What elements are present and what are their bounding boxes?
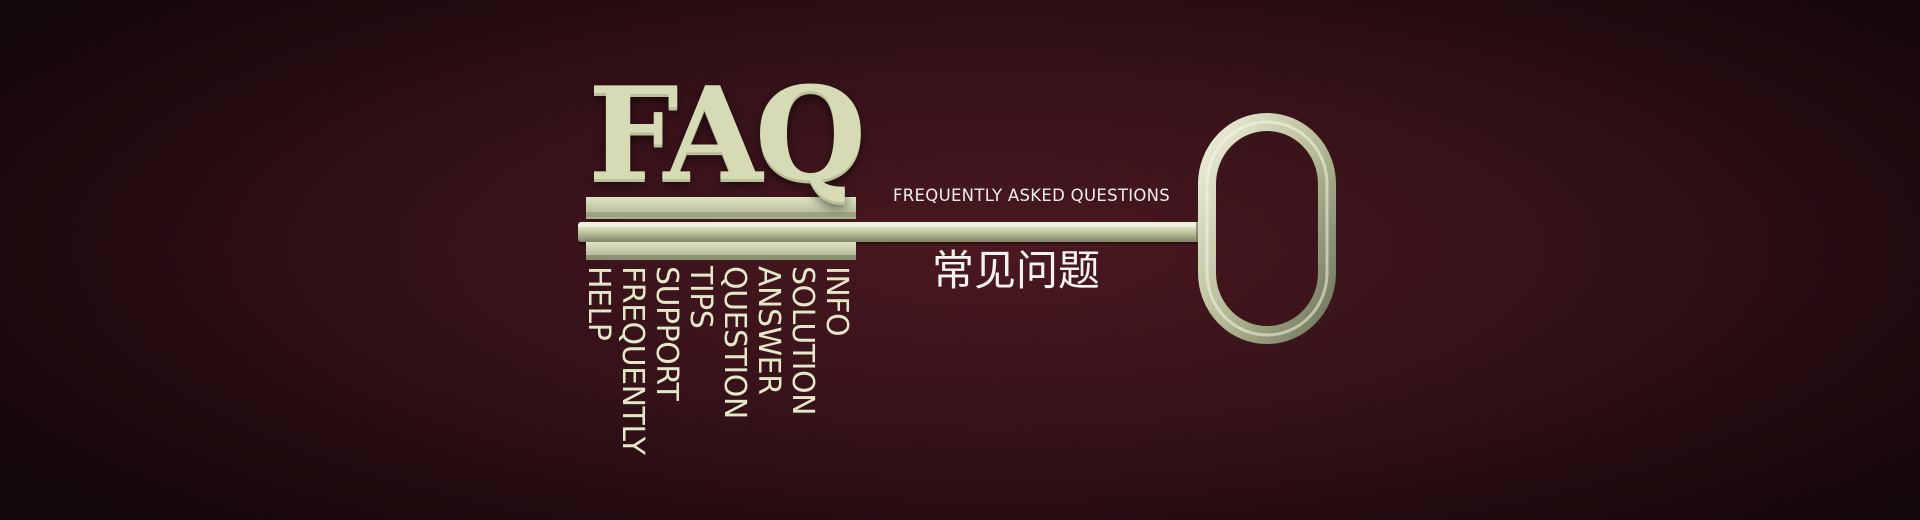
key-word-info: INFO <box>819 266 854 337</box>
faq-title: FAQ <box>588 60 866 210</box>
key-word-frequently: FREQUENTLY <box>615 266 650 455</box>
chinese-title: 常见问题 <box>932 246 1101 295</box>
key-word-solution: SOLUTION <box>785 266 820 416</box>
key-word-tips: TIPS <box>683 266 718 329</box>
key-word-support: SUPPORT <box>649 266 684 401</box>
key-word-answer: ANSWER <box>751 266 786 395</box>
key-word-question: QUESTION <box>717 266 752 419</box>
subtitle: FREQUENTLY ASKED QUESTIONS <box>893 186 1171 205</box>
key-word-help: HELP <box>581 266 616 341</box>
